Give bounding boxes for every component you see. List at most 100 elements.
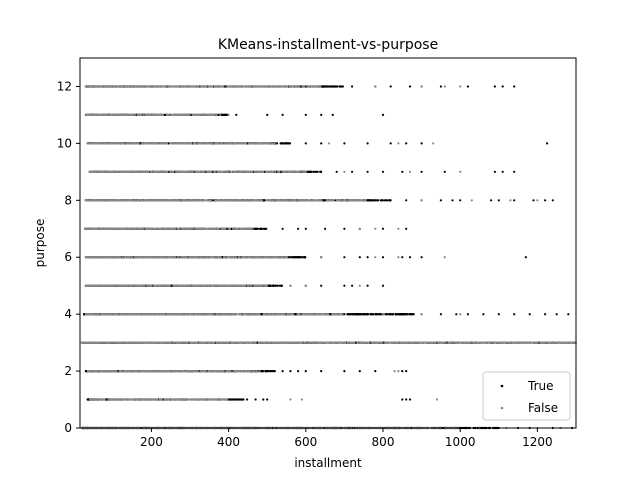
data-point: [254, 398, 257, 401]
data-point: [260, 370, 264, 373]
data-point: [343, 284, 346, 287]
data-point: [379, 313, 382, 316]
data-point: [551, 199, 554, 202]
data-point: [381, 199, 384, 202]
data-point: [528, 313, 531, 316]
data-point: [246, 398, 249, 401]
data-point: [410, 313, 413, 316]
data-point: [235, 398, 239, 401]
data-point: [264, 227, 267, 230]
data-point: [405, 370, 408, 373]
data-point: [497, 313, 500, 316]
data-point: [406, 313, 409, 316]
data-point: [359, 313, 362, 316]
data-point: [376, 313, 379, 316]
data-point: [299, 256, 303, 259]
data-point: [304, 227, 307, 230]
data-point: [408, 256, 412, 259]
data-point: [105, 398, 108, 401]
data-point: [86, 398, 89, 401]
data-point: [388, 199, 392, 202]
data-point: [379, 199, 382, 202]
data-point: [354, 313, 358, 316]
data-point: [324, 227, 327, 230]
data-point: [291, 256, 294, 259]
data-point: [289, 370, 292, 373]
data-point: [398, 313, 401, 316]
data-point: [567, 313, 570, 316]
data-point: [320, 370, 323, 373]
data-point: [555, 313, 558, 316]
data-point: [367, 199, 370, 202]
data-point: [451, 199, 454, 202]
data-point: [297, 370, 300, 373]
data-point: [385, 199, 388, 202]
data-point: [363, 313, 366, 316]
data-point: [239, 398, 242, 401]
data-point: [401, 370, 404, 373]
data-point: [232, 398, 235, 401]
data-point: [343, 227, 346, 230]
data-point: [366, 313, 369, 316]
data-point: [343, 370, 346, 373]
data-point: [455, 313, 458, 316]
data-point: [320, 284, 323, 287]
data-point: [366, 256, 369, 259]
data-point: [256, 227, 260, 230]
data-point: [304, 370, 307, 373]
data-point: [358, 256, 361, 259]
data-point: [259, 227, 262, 230]
data-point: [297, 227, 300, 230]
data-point: [405, 398, 408, 401]
data-point: [271, 284, 274, 287]
data-point: [544, 199, 547, 202]
data-point: [384, 313, 387, 316]
data-point: [405, 227, 408, 230]
data-point: [513, 199, 516, 202]
data-point: [366, 284, 369, 287]
data-point: [262, 398, 265, 401]
chart-title: KMeans-installment-vs-purpose: [218, 37, 438, 53]
data-point: [439, 313, 442, 316]
data-point: [374, 370, 377, 373]
data-point: [401, 313, 405, 316]
data-point: [412, 313, 415, 316]
data-point: [420, 256, 423, 259]
data-point: [329, 313, 332, 316]
data-point: [350, 313, 354, 316]
data-point: [401, 256, 404, 259]
data-point: [497, 199, 500, 202]
data-point: [272, 370, 275, 373]
data-point: [513, 313, 516, 316]
data-point: [394, 313, 397, 316]
data-point: [370, 313, 373, 316]
data-point: [408, 398, 412, 401]
data-point: [83, 313, 86, 316]
data-points: [80, 85, 577, 430]
data-point: [254, 227, 257, 230]
data-point: [376, 199, 379, 202]
data-point: [289, 256, 292, 259]
data-point: [391, 313, 394, 316]
data-point: [381, 256, 385, 259]
data-point: [459, 199, 462, 202]
data-point: [358, 370, 361, 373]
data-point: [294, 256, 297, 259]
data-point: [267, 284, 270, 287]
data-point: [373, 199, 376, 202]
data-point: [401, 398, 404, 401]
data-point: [389, 313, 392, 316]
data-point: [275, 284, 279, 287]
data-point: [490, 199, 493, 202]
data-point: [343, 256, 346, 259]
data-point: [544, 313, 547, 316]
data-point: [351, 284, 354, 287]
data-point: [279, 284, 283, 287]
data-point: [267, 370, 271, 373]
data-point: [354, 341, 357, 344]
data-point: [482, 313, 485, 316]
data-point: [266, 398, 269, 401]
data-point: [524, 256, 527, 259]
data-point: [381, 227, 385, 230]
